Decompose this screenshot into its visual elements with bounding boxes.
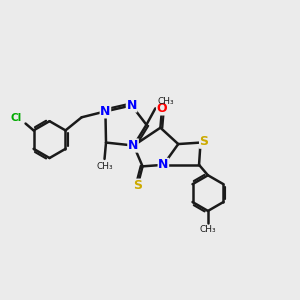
Text: S: S — [133, 179, 142, 192]
Text: N: N — [158, 158, 169, 171]
Text: N: N — [128, 139, 138, 152]
Text: CH₃: CH₃ — [200, 226, 216, 235]
Text: N: N — [100, 105, 111, 118]
Text: S: S — [200, 135, 208, 148]
Text: N: N — [126, 99, 137, 112]
Text: O: O — [157, 102, 167, 115]
Text: CH₃: CH₃ — [96, 163, 113, 172]
Text: Cl: Cl — [10, 112, 21, 123]
Text: CH₃: CH₃ — [158, 97, 174, 106]
